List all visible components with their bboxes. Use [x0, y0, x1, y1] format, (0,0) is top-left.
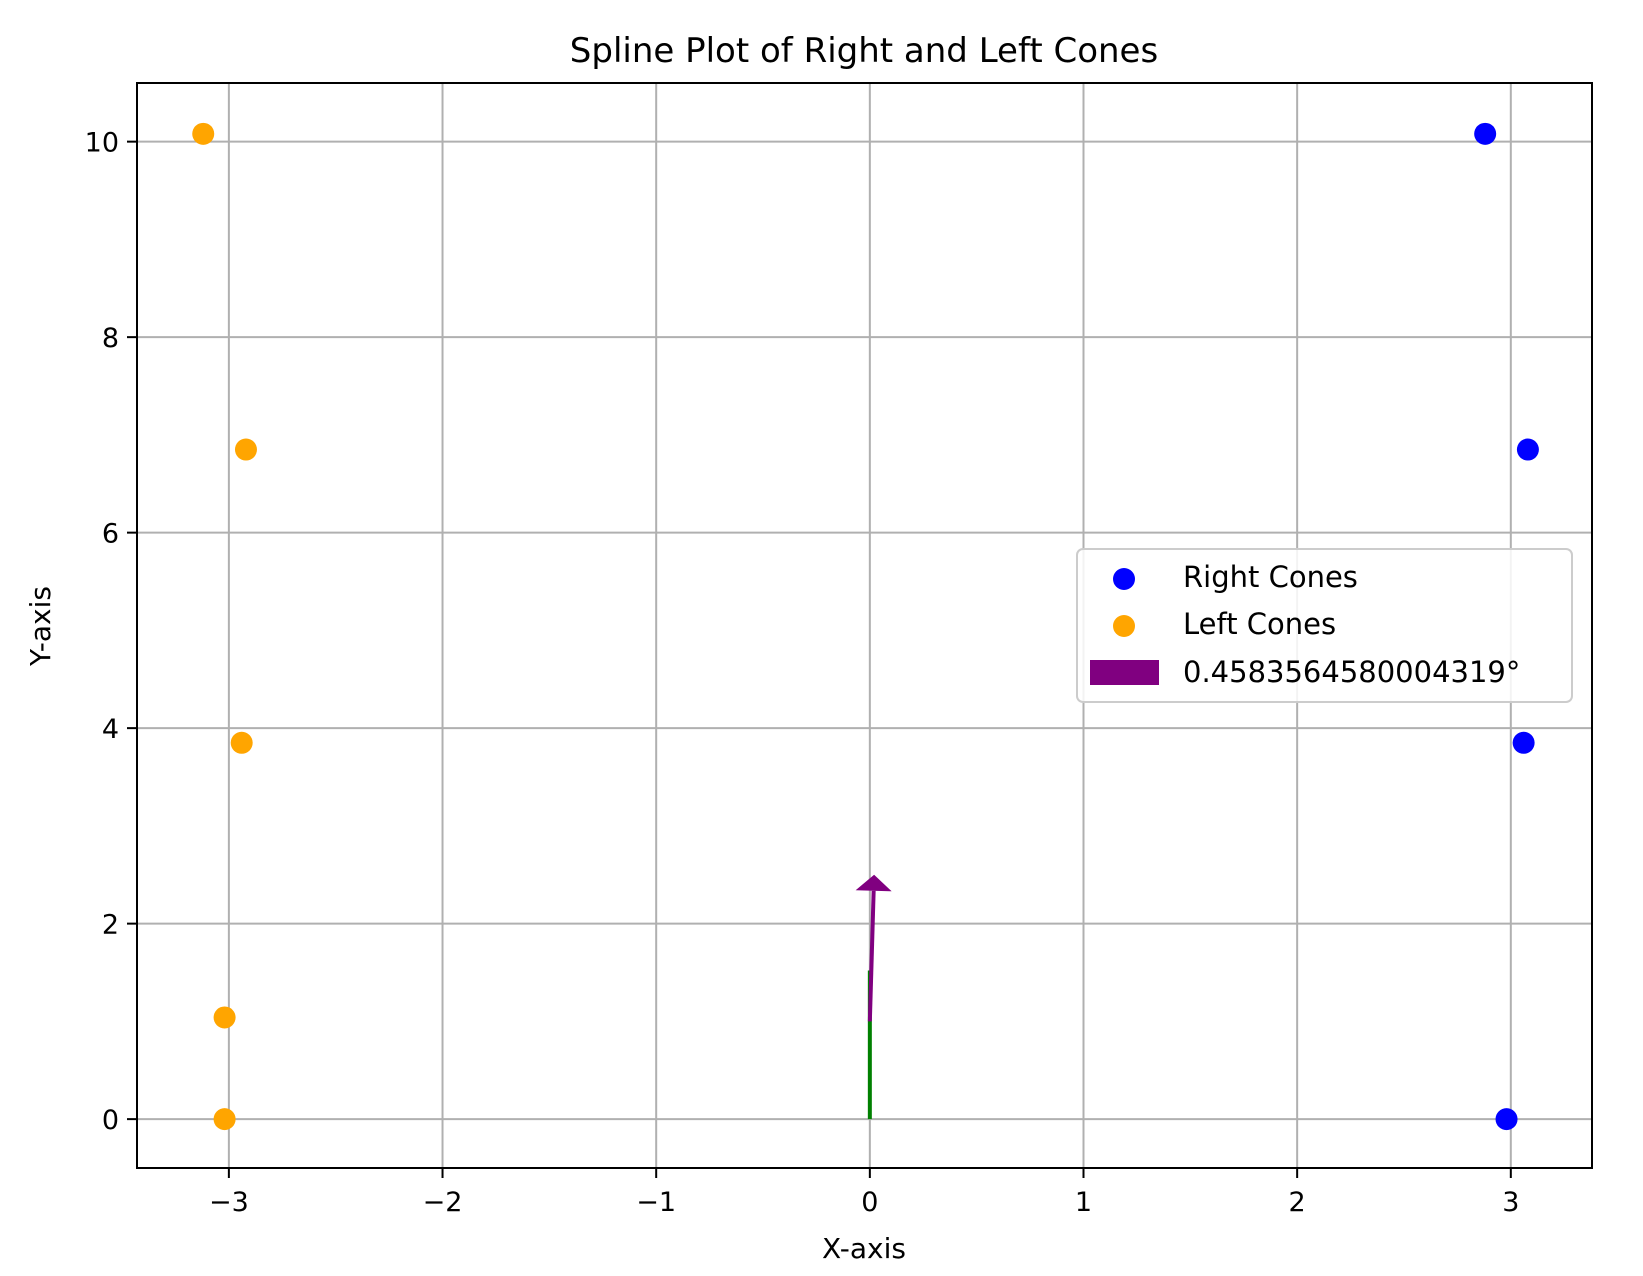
x-axis-label: X-axis [822, 1232, 906, 1265]
x-tick-label: −1 [636, 1187, 676, 1218]
y-tick-label: 4 [102, 714, 119, 745]
ticks: −3 −2 −1 0 1 2 3 0 2 4 6 8 10 [85, 128, 1520, 1218]
y-tick-label: 10 [85, 128, 119, 159]
x-tick-label: −3 [209, 1187, 249, 1218]
x-tick-label: 0 [861, 1187, 878, 1218]
x-tick-label: 3 [1502, 1187, 1519, 1218]
arrow-head [855, 874, 892, 892]
left-cones-point [230, 731, 253, 754]
chart-title: Spline Plot of Right and Left Cones [570, 31, 1158, 71]
right-cones-point [1516, 438, 1539, 461]
legend-label-left-cones: Left Cones [1183, 607, 1336, 641]
legend-label-right-cones: Right Cones [1183, 560, 1358, 594]
y-tick-label: 2 [102, 910, 119, 941]
right-cones-point [1474, 122, 1497, 145]
legend: Right Cones Left Cones 0.458356458000431… [1076, 548, 1573, 703]
left-cones-point [213, 1108, 236, 1131]
right-cones-point [1495, 1108, 1518, 1131]
y-axis-label: Y-axis [24, 586, 57, 667]
plot-frame [136, 82, 1593, 1169]
y-tick-label: 8 [102, 323, 119, 354]
left-cones-point [234, 438, 257, 461]
x-tick-label: −2 [423, 1187, 463, 1218]
y-tick-label: 0 [102, 1105, 119, 1136]
legend-swatch-arrow [1090, 660, 1159, 685]
arrow-shaft [867, 890, 876, 1022]
legend-box [1076, 548, 1573, 703]
legend-swatch-left-cones [1113, 615, 1135, 637]
data-marks [192, 122, 1539, 1131]
x-tick-label: 2 [1289, 1187, 1306, 1218]
x-tick-label: 1 [1075, 1187, 1092, 1218]
left-cones-point [192, 122, 215, 145]
left-cones-point [213, 1006, 236, 1029]
legend-label-arrow: 0.4583564580004319° [1183, 655, 1520, 689]
right-cones-point [1512, 731, 1535, 754]
y-tick-label: 6 [102, 519, 119, 550]
legend-swatch-right-cones [1113, 568, 1135, 590]
grid [137, 83, 1592, 1168]
